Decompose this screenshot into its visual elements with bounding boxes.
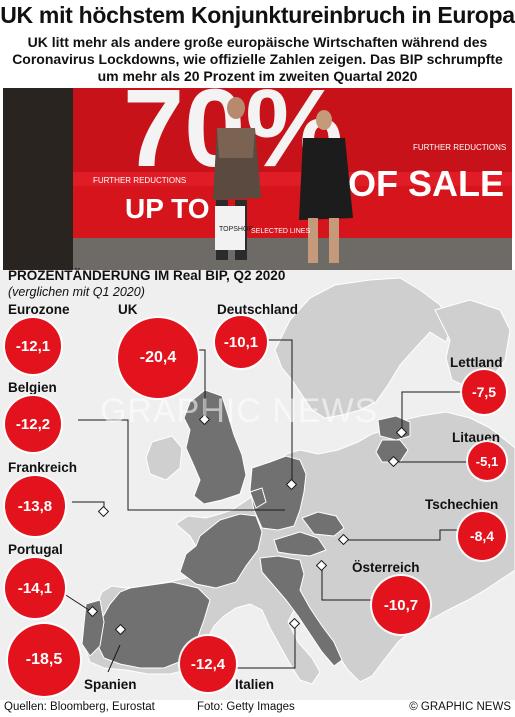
label-italien: Italien <box>235 677 275 692</box>
chart-subtitle: (verglichen mit Q1 2020) <box>8 285 145 299</box>
label-spanien: Spanien <box>84 677 137 692</box>
page-subtitle: UK litt mehr als andere große europäisch… <box>12 34 503 84</box>
sale-text: OF SALE <box>348 163 504 204</box>
map-svg <box>57 277 515 685</box>
bubble-deutschland: -10,1 <box>215 316 267 368</box>
bubble-tschechien: -8,4 <box>458 512 506 560</box>
shop-window-photo: 70% FURTHER REDUCTIONS FURTHER REDUCTION… <box>3 88 512 270</box>
reductions-text-2: FURTHER REDUCTIONS <box>413 143 506 152</box>
upto-text: UP TO <box>125 193 210 224</box>
bag-brand-text: TOPSHOP <box>219 226 253 233</box>
label-tschechien: Tschechien <box>425 497 499 512</box>
footer-copyright: © GRAPHIC NEWS <box>409 701 511 713</box>
label-frankreich: Frankreich <box>8 460 78 475</box>
page-title: UK mit höchstem Konjunktureinbruch in Eu… <box>0 2 515 28</box>
chart-title: PROZENTÄNDERUNG IM Real BIP, Q2 2020 <box>8 268 286 283</box>
label-litauen: Litauen <box>452 430 501 445</box>
label-uk: UK <box>118 302 138 317</box>
bubble-uk: -20,4 <box>118 318 198 398</box>
bubble-belgien: -12,2 <box>5 396 61 452</box>
label-portugal: Portugal <box>8 542 63 557</box>
label-belgien: Belgien <box>8 380 57 395</box>
label-oesterreich: Österreich <box>352 560 420 575</box>
label-lettland: Lettland <box>450 355 503 370</box>
bubble-lettland: -7,5 <box>462 370 506 414</box>
bubble-italien: -12,4 <box>180 636 236 692</box>
label-eurozone: Eurozone <box>8 302 70 317</box>
bubble-portugal: -14,1 <box>5 558 65 618</box>
bubble-spanien: -18,5 <box>8 624 80 696</box>
bubble-eurozone: -12,1 <box>5 318 61 374</box>
bubble-litauen: -5,1 <box>468 442 506 480</box>
label-deutschland: Deutschland <box>217 302 299 317</box>
news-photo: 70% FURTHER REDUCTIONS FURTHER REDUCTION… <box>3 88 512 270</box>
bubble-oesterreich: -10,7 <box>372 576 430 634</box>
footer-sources: Quellen: Bloomberg, Eurostat <box>4 701 155 713</box>
footer: Quellen: Bloomberg, Eurostat Foto: Getty… <box>0 700 515 717</box>
footer-photo-credit: Foto: Getty Images <box>197 701 295 713</box>
selected-lines-text: SELECTED LINES <box>251 228 310 235</box>
watermark: GRAPHIC NEWS <box>100 392 379 430</box>
bubble-frankreich: -13,8 <box>5 476 65 536</box>
reductions-text-1: FURTHER REDUCTIONS <box>93 176 186 185</box>
